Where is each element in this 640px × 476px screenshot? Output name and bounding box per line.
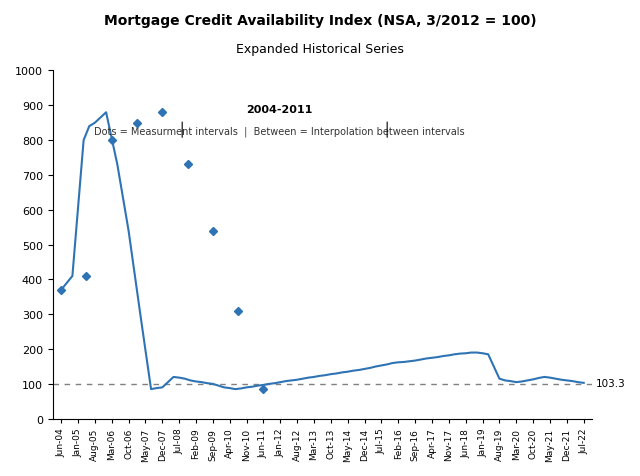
Text: Dots = Measurment intervals  |  Between = Interpolation between intervals: Dots = Measurment intervals | Between = … <box>94 126 465 136</box>
Text: 2004-2011: 2004-2011 <box>246 105 312 115</box>
Text: 103.3: 103.3 <box>596 378 625 388</box>
Text: Expanded Historical Series: Expanded Historical Series <box>236 43 404 56</box>
Text: Mortgage Credit Availability Index (NSA, 3/2012 = 100): Mortgage Credit Availability Index (NSA,… <box>104 14 536 28</box>
